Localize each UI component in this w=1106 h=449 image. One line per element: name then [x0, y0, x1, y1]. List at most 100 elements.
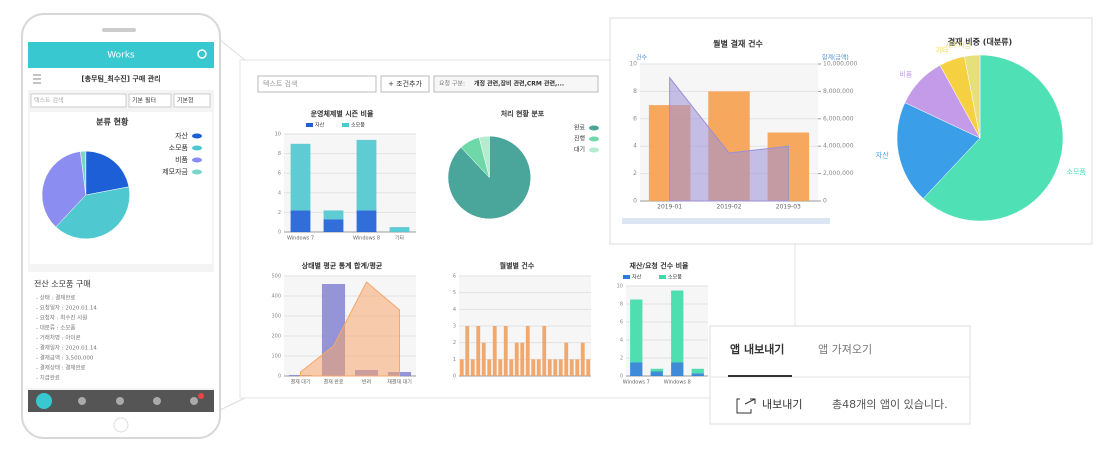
search-box[interactable]: [30, 93, 127, 108]
pie-slice: [896, 102, 981, 199]
legend-swatch: [589, 125, 599, 131]
bar: [542, 326, 547, 376]
x-tick-label: Windows 8: [353, 236, 380, 242]
chart-title: 월별 결재 건수: [713, 39, 763, 49]
filter: 기본 필터: [132, 97, 156, 105]
x-tick-label: 재결재 대기: [387, 379, 412, 386]
bar: [465, 326, 470, 376]
add-condition: + 조건추가: [388, 79, 422, 88]
pie-slice: [85, 150, 130, 196]
y-tick-label: 1: [453, 357, 456, 363]
tab[interactable]: 앱 가져오기: [818, 343, 872, 356]
bar: [531, 359, 536, 376]
search-icon[interactable]: [197, 49, 207, 59]
home-button[interactable]: [113, 417, 129, 433]
record-field: - 상태 : 결재완료: [36, 294, 75, 302]
y-tick-label: 4: [620, 338, 623, 344]
menu-icon[interactable]: [33, 74, 41, 84]
legend-swatch: [306, 123, 313, 127]
bar: [509, 359, 514, 376]
y-tick-label: 300: [271, 314, 281, 320]
dashboard-search[interactable]: [257, 75, 377, 93]
slice-label: 재무자금: [945, 40, 971, 49]
bar: [481, 342, 486, 376]
bar: [520, 342, 525, 376]
filter-chip[interactable]: [433, 75, 599, 93]
x-tick-label: 2019-01: [657, 204, 682, 211]
connector: [219, 39, 246, 411]
x-tick-label: Windows 7: [623, 380, 650, 386]
legend-swatch: [192, 157, 202, 163]
bar: [650, 368, 663, 372]
y-tick-label: 2: [620, 356, 623, 362]
nav-icon[interactable]: [116, 397, 124, 405]
x-tick-label: 반려: [362, 379, 371, 386]
bar: [498, 359, 503, 376]
legend-label: 자산: [315, 122, 325, 129]
app-title: Works: [107, 51, 135, 61]
record-field: - 결재일자 : 2020.01.14: [36, 344, 97, 352]
x-tick-label: Windows 8: [664, 380, 691, 386]
filter-select[interactable]: [128, 93, 172, 108]
y-tick-label: 0: [620, 374, 623, 380]
add-condition-button[interactable]: [380, 75, 430, 93]
record-title: 전산 소모품 구매: [34, 279, 91, 289]
scrollbar[interactable]: [622, 218, 830, 224]
y-tick-label: 8: [278, 151, 281, 157]
view: 기본형: [177, 97, 194, 105]
legend-swatch: [192, 169, 202, 175]
bar: [547, 359, 552, 376]
bar: [575, 359, 580, 376]
bar: [492, 326, 497, 376]
y-tick-label: 500: [271, 274, 281, 280]
bar: [650, 371, 663, 376]
legend-label: 자산: [175, 131, 188, 140]
legend-label: 비품: [175, 155, 188, 164]
area: [300, 281, 400, 377]
bar: [580, 342, 585, 376]
y-tick-label: 0: [278, 230, 281, 236]
bar: [691, 368, 704, 374]
pie-slice: [41, 151, 87, 228]
y-tick-label: 6: [453, 274, 456, 280]
chart-title: 상태별 평균 통계 합계/평균: [302, 261, 383, 270]
slice-label: 비품: [899, 69, 912, 78]
tab-active[interactable]: 앱 내보내기: [730, 342, 784, 356]
x-tick-label: 기타: [395, 235, 405, 242]
nav-icon[interactable]: [153, 397, 161, 405]
export-button[interactable]: 내보내기: [762, 398, 802, 411]
bar: [514, 342, 519, 376]
y-tick-label: 10: [617, 284, 623, 290]
y-tick-label: 0: [278, 374, 281, 380]
bar: [564, 342, 569, 376]
phone-speaker: [102, 28, 136, 32]
bar: [586, 359, 591, 376]
pie-slice: [55, 186, 130, 240]
record-field: - 대분류 : 소모품: [36, 324, 75, 332]
nav-icon[interactable]: [190, 397, 198, 405]
chart-title: 운영체제별 시즌 비율: [311, 109, 374, 118]
app-count: 총48개의 앱이 있습니다.: [832, 398, 948, 411]
chart-title: 분류 현황: [96, 117, 129, 127]
legend-label: 완료: [574, 124, 586, 132]
y-tick-label: 100: [271, 354, 281, 360]
nav-home[interactable]: [36, 393, 52, 409]
search-placeholder: 텍스트 검색: [34, 97, 64, 105]
y-tick-label: 200: [271, 334, 281, 340]
bar: [536, 359, 541, 376]
bar: [323, 210, 344, 220]
app-bar: [28, 42, 214, 68]
record-field: - 요청일자 : 2020.01.14: [36, 304, 97, 312]
bar: [290, 210, 311, 232]
bar: [323, 219, 344, 232]
y2-tick-label: 8,000,000: [823, 88, 854, 95]
y-tick-label: 4: [453, 307, 456, 313]
record-field: - 지급완료: [36, 374, 60, 382]
y-tick-label: 10: [629, 61, 637, 68]
legend-label: 소모품: [169, 144, 189, 152]
y-tick-label: 10: [275, 132, 281, 138]
view-select[interactable]: [173, 93, 211, 108]
y2-tick-label: 6,000,000: [823, 115, 854, 122]
bar: [569, 359, 574, 376]
nav-icon[interactable]: [78, 397, 86, 405]
